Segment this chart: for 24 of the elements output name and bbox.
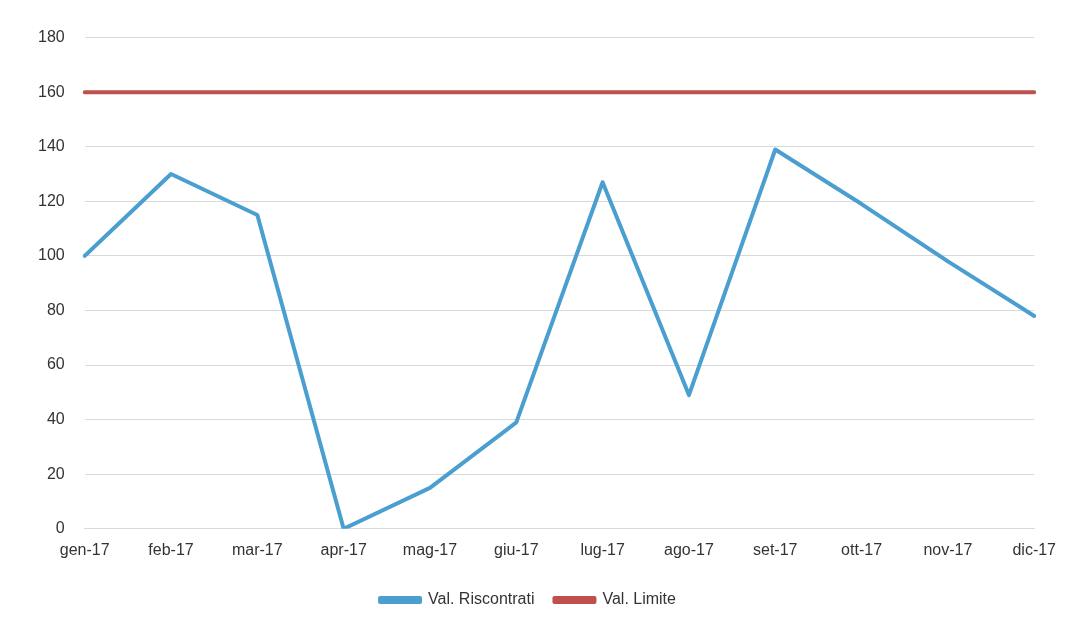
y-tick-label: 60 xyxy=(46,355,65,373)
x-tick-label: lug-17 xyxy=(580,540,625,558)
x-tick-label: set-17 xyxy=(753,540,798,558)
y-tick-label: 0 xyxy=(55,519,65,537)
y-tick-label: 80 xyxy=(46,300,65,318)
x-tick-label: mag-17 xyxy=(402,540,458,558)
y-tick-label: 120 xyxy=(37,191,65,209)
x-tick-label: gen-17 xyxy=(59,540,110,558)
x-tick-label: giu-17 xyxy=(494,540,539,558)
y-tick-label: 180 xyxy=(37,28,65,46)
y-tick-label: 40 xyxy=(46,410,65,428)
legend-label: Val. Limite xyxy=(602,590,677,608)
y-tick-label: 160 xyxy=(37,82,65,100)
y-tick-label: 100 xyxy=(37,246,65,264)
x-tick-label: apr-17 xyxy=(320,540,367,558)
x-tick-label: ott-17 xyxy=(841,540,883,558)
y-tick-label: 20 xyxy=(46,464,65,482)
x-tick-label: mar-17 xyxy=(231,540,283,558)
x-tick-label: feb-17 xyxy=(148,540,194,558)
legend-label: Val. Riscontrati xyxy=(428,590,535,608)
x-tick-label: ago-17 xyxy=(664,540,714,558)
x-tick-label: nov-17 xyxy=(923,540,973,558)
y-tick-label: 140 xyxy=(37,137,65,155)
x-tick-label: dic-17 xyxy=(1012,540,1057,558)
